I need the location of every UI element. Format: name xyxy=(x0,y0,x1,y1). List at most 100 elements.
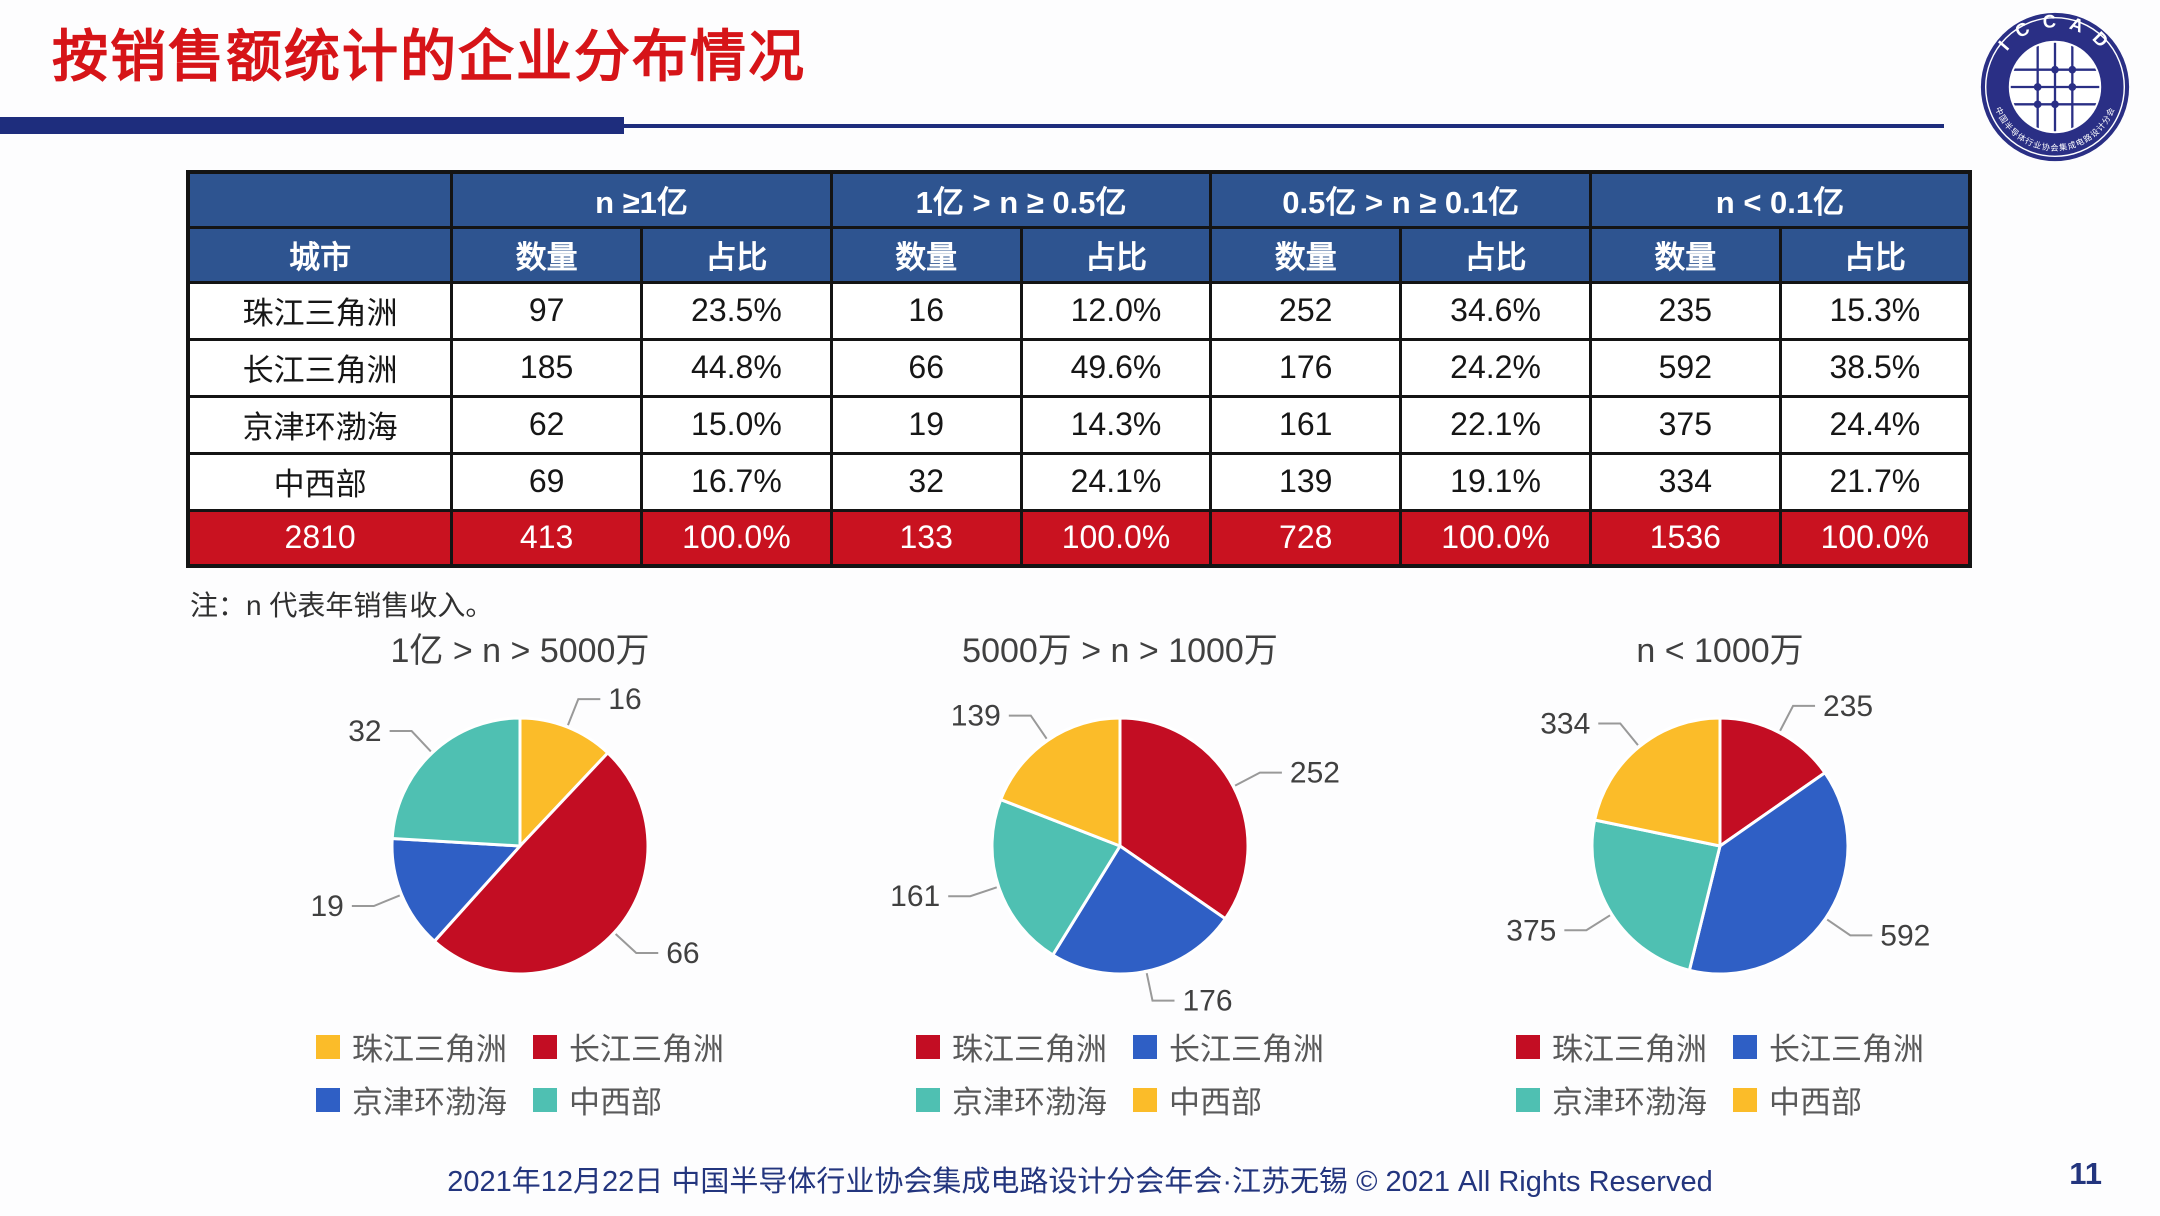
value-cell: 375 xyxy=(1588,394,1782,455)
legend-swatch-icon xyxy=(916,1034,940,1059)
legend-row: 京津环渤海 中西部 xyxy=(1516,1077,1862,1122)
value-cell: 97 xyxy=(450,280,644,341)
pie-value-label-中西部: 139 xyxy=(951,700,1001,733)
city-cell: 长江三角洲 xyxy=(186,337,454,398)
pie-chart-2: 252 176 161 139 xyxy=(890,700,1340,1018)
pie-value-label-珠江三角洲: 16 xyxy=(608,683,641,716)
pie-slice-中西部 xyxy=(999,716,1122,848)
legend-item-珠江三角洲: 珠江三角洲 xyxy=(916,1024,1107,1069)
pie-charts-row: 1亿 > n > 5000万 16 66 19 32 珠江三角洲 长江三角洲 京津环渤海 中… xyxy=(240,628,2000,1122)
pie-value-label-长江三角洲: 176 xyxy=(1182,985,1232,1018)
footer-text: 2021年12月22日 中国半导体行业协会集成电路设计分会年会·江苏无锡 © 2… xyxy=(447,1166,1713,1198)
value-cell: 12.0% xyxy=(1019,280,1213,341)
group-header-3: 0.5亿 > n ≥ 0.1亿 xyxy=(1209,170,1592,229)
pie-chart-3: 235 592 375 334 xyxy=(1506,690,1930,976)
value-cell: 252 xyxy=(1209,280,1403,341)
pie-slice-长江三角洲 xyxy=(432,751,650,976)
label-leader-line xyxy=(1779,704,1816,732)
legend-item-京津环渤海: 京津环渤海 xyxy=(316,1077,507,1122)
legend-row: 珠江三角洲 长江三角洲 xyxy=(316,1024,724,1069)
legend-item-珠江三角洲: 珠江三角洲 xyxy=(1516,1024,1707,1069)
value-cell: 21.7% xyxy=(1778,451,1972,512)
legend-swatch-icon xyxy=(316,1087,340,1112)
page-title: 按销售额统计的企业分布情况 xyxy=(52,25,806,88)
value-cell: 15.0% xyxy=(640,394,833,455)
value-cell: 24.2% xyxy=(1399,337,1592,398)
legend-swatch-icon xyxy=(1733,1034,1757,1059)
sub-header-7: 数量 xyxy=(1588,225,1782,284)
chart-legend-2: 珠江三角洲 长江三角洲京津环渤海 中西部 xyxy=(916,1024,1324,1122)
table-row: 长江三角洲 185 44.8% 66 49.6% 176 24.2% 592 38.5% xyxy=(186,337,1972,398)
label-leader-line xyxy=(1598,722,1639,746)
pie-slice-珠江三角洲 xyxy=(518,716,610,848)
value-cell: 24.4% xyxy=(1778,394,1972,455)
legend-label: 长江三角洲 xyxy=(1169,1032,1324,1067)
pie-value-label-京津环渤海: 161 xyxy=(890,880,940,913)
value-cell: 38.5% xyxy=(1778,337,1972,398)
legend-swatch-icon xyxy=(1516,1087,1540,1112)
pie-slice-京津环渤海 xyxy=(390,836,522,943)
value-cell: 69 xyxy=(450,451,644,512)
table-row: 京津环渤海 62 15.0% 19 14.3% 161 22.1% 375 24.4% xyxy=(186,394,1972,455)
total-value-cell: 728 xyxy=(1209,508,1403,568)
value-cell: 185 xyxy=(450,337,644,398)
pie-slice-京津环渤海 xyxy=(1590,818,1722,972)
legend-swatch-icon xyxy=(1133,1034,1157,1059)
legend-swatch-icon xyxy=(1516,1034,1540,1059)
pie-value-label-京津环渤海: 375 xyxy=(1506,914,1556,947)
title-underline-line xyxy=(624,124,1944,128)
legend-swatch-icon xyxy=(1133,1087,1157,1112)
value-cell: 14.3% xyxy=(1019,394,1213,455)
sub-header-5: 数量 xyxy=(1209,225,1403,284)
legend-item-长江三角洲: 长江三角洲 xyxy=(1133,1024,1324,1069)
pie-slice-珠江三角洲 xyxy=(1118,716,1250,921)
chart-title-2: 5000万 > n > 1000万 xyxy=(962,632,1278,670)
label-leader-line xyxy=(1234,771,1282,787)
label-leader-line xyxy=(614,933,659,955)
chart-title-3: n < 1000万 xyxy=(1636,632,1804,670)
value-cell: 23.5% xyxy=(640,280,833,341)
legend-swatch-icon xyxy=(533,1087,557,1112)
pie-value-label-中西部: 334 xyxy=(1540,707,1590,740)
chart-legend-1: 珠江三角洲 长江三角洲京津环渤海 中西部 xyxy=(316,1024,724,1122)
legend-label: 京津环渤海 xyxy=(1552,1085,1707,1120)
legend-label: 珠江三角洲 xyxy=(952,1032,1107,1067)
legend-item-长江三角洲: 长江三角洲 xyxy=(1733,1024,1924,1069)
title-underline-bar xyxy=(0,117,624,134)
city-cell: 京津环渤海 xyxy=(186,394,454,455)
legend-item-中西部: 中西部 xyxy=(533,1077,662,1122)
legend-label: 中西部 xyxy=(1169,1085,1262,1120)
legend-item-中西部: 中西部 xyxy=(1733,1077,1862,1122)
value-cell: 22.1% xyxy=(1399,394,1592,455)
total-city-cell: 2810 xyxy=(186,508,454,568)
legend-item-长江三角洲: 长江三角洲 xyxy=(533,1024,724,1069)
legend-row: 京津环渤海 中西部 xyxy=(916,1077,1262,1122)
value-cell: 176 xyxy=(1209,337,1403,398)
total-value-cell: 413 xyxy=(450,508,644,568)
city-cell: 珠江三角洲 xyxy=(186,280,454,341)
legend-row: 珠江三角洲 长江三角洲 xyxy=(1516,1024,1924,1069)
label-leader-line xyxy=(1008,714,1048,740)
value-cell: 62 xyxy=(450,394,644,455)
sales-distribution-table: n ≥1亿 1亿 > n ≥ 0.5亿 0.5亿 > n ≥ 0.1亿 n < 0.1… xyxy=(186,170,1972,568)
iccad-logo: I C C A D 中国半导体行业协会集成电路设计分会 xyxy=(1978,10,2132,164)
pie-value-label-长江三角洲: 66 xyxy=(666,937,699,970)
group-header-4: n < 0.1亿 xyxy=(1588,170,1972,229)
total-value-cell: 100.0% xyxy=(1399,508,1592,568)
pie-value-label-京津环渤海: 19 xyxy=(310,890,343,923)
legend-label: 京津环渤海 xyxy=(352,1085,507,1120)
pie-slice-长江三角洲 xyxy=(1051,844,1227,976)
label-leader-line xyxy=(351,894,401,908)
total-row: 2810 413 100.0% 133 100.0% 728 100.0% 1536 100.0… xyxy=(186,508,1972,568)
label-leader-line xyxy=(567,698,601,726)
table-row: 中西部 69 16.7% 32 24.1% 139 19.1% 334 21.7% xyxy=(186,451,1972,512)
value-cell: 44.8% xyxy=(640,337,833,398)
label-leader-line xyxy=(1145,973,1175,1002)
value-cell: 139 xyxy=(1209,451,1403,512)
value-cell: 235 xyxy=(1588,280,1782,341)
table-row: 珠江三角洲 97 23.5% 16 12.0% 252 34.6% 235 15.3% xyxy=(186,280,1972,341)
value-cell: 24.1% xyxy=(1019,451,1213,512)
total-value-cell: 1536 xyxy=(1588,508,1782,568)
pie-chart-block-3: n < 1000万 235 592 375 334 珠江三角洲 长江三角洲 京津环渤海 中西… xyxy=(1440,628,2000,1122)
